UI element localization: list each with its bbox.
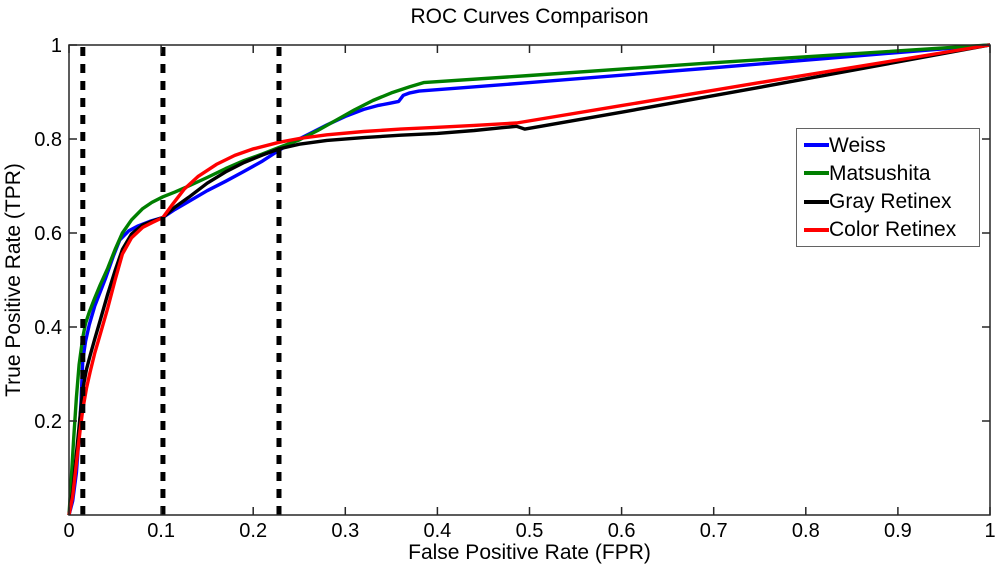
curve-color-retinex [67, 43, 991, 516]
x-tick-label: 0.5 [516, 520, 544, 542]
y-axis-label: True Positive Rate (TPR) [2, 163, 25, 397]
curve-weiss [67, 43, 991, 516]
curve-gray-retinex [67, 43, 991, 516]
legend-item-label: Weiss [829, 133, 886, 157]
legend-item-label: Gray Retinex [829, 190, 952, 214]
x-tick-label: 0.8 [792, 520, 820, 542]
x-tick-label: 0 [63, 520, 74, 542]
axes-box [68, 44, 991, 516]
x-tick-label: 0.6 [608, 520, 636, 542]
legend-item: Color Retinex [804, 216, 979, 244]
x-tick-label: 0.9 [884, 520, 912, 542]
x-tick-label: 0.4 [423, 520, 451, 542]
x-tick-label: 0.3 [331, 520, 359, 542]
x-tick-label: 0.2 [239, 520, 267, 542]
legend-item: Weiss [804, 131, 979, 159]
x-tick-label: 0.7 [700, 520, 728, 542]
legend-line-swatch [804, 199, 829, 204]
y-tick-label: 1 [51, 35, 62, 57]
legend-item-label: Matsushita [829, 161, 931, 185]
legend-line-swatch [804, 171, 829, 176]
legend-item: Gray Retinex [804, 188, 979, 216]
legend-line-swatch [804, 227, 829, 232]
chart-title: ROC Curves Comparison [410, 5, 649, 28]
legend: Weiss Matsushita Gray Retinex Color Reti… [796, 128, 980, 247]
legend-item-label: Color Retinex [829, 218, 957, 242]
x-axis-label: False Positive Rate (FPR) [408, 541, 651, 564]
y-tick-label: 0.4 [34, 317, 62, 339]
x-tick-label: 1 [984, 520, 995, 542]
legend-item: Matsushita [804, 159, 979, 187]
y-tick-label: 0.8 [34, 129, 62, 151]
x-tick-label: 0.1 [147, 520, 175, 542]
curve-matsushita [67, 43, 991, 516]
y-tick-label: 0.2 [34, 411, 62, 433]
y-tick-label: 0.6 [34, 223, 62, 245]
legend-line-swatch [804, 143, 829, 148]
